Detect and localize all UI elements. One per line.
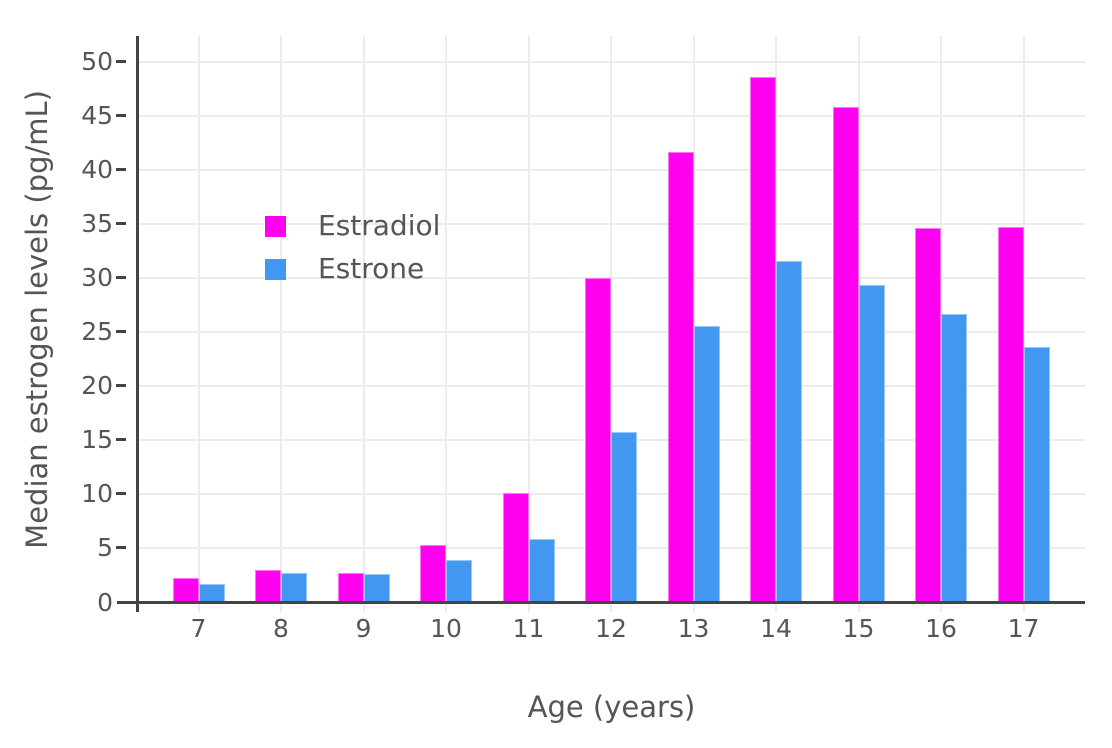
bar-estradiol-age-10[interactable] [420,545,446,602]
legend-label-estradiol: Estradiol [318,209,441,242]
gridline-x-7 [197,36,200,612]
bar-estradiol-age-8[interactable] [255,570,281,602]
x-tick-label-16: 16 [925,614,957,643]
bar-estrone-age-12[interactable] [611,432,637,602]
y-tick-label-40: 40 [81,155,113,185]
y-tick-mark-40 [116,168,126,172]
bar-estradiol-age-9[interactable] [337,573,364,602]
x-tick-label-13: 13 [677,614,710,643]
y-tick-label-5: 5 [97,533,113,563]
y-tick-label-20: 20 [81,371,113,401]
y-tick-label-30: 30 [81,263,113,293]
bar-estrone-age-10[interactable] [446,560,472,602]
y-tick-label-15: 15 [81,425,113,455]
x-tick-label-14: 14 [760,614,792,643]
plot-area [138,36,1085,612]
bar-estradiol-age-12[interactable] [585,278,611,602]
y-tick-label-10: 10 [81,479,113,509]
y-tick-mark-30 [116,276,126,280]
y-axis-title: Median estrogen levels (pg/mL) [20,89,54,549]
gridline-x-10 [445,36,447,612]
y-tick-mark-20 [116,384,126,388]
bar-estradiol-age-15[interactable] [832,107,859,602]
bar-estrone-age-17[interactable] [1023,347,1050,602]
y-tick-label-50: 50 [81,47,113,76]
y-tick-mark-35 [116,222,126,226]
gridline-x-8 [280,36,282,612]
x-tick-label-11: 11 [512,614,545,643]
gridline-x-12 [610,36,612,612]
x-tick-label-10: 10 [430,614,462,643]
gridline-x-13 [692,36,695,612]
bar-estrone-age-7[interactable] [198,584,225,602]
y-tick-label-35: 35 [81,209,113,239]
x-tick-label-15: 15 [842,614,875,643]
legend-label-estrone: Estrone [318,252,425,285]
bar-estrone-age-13[interactable] [693,326,720,602]
legend-item-estrone[interactable]: Estrone [265,255,440,283]
legend-item-estradiol[interactable]: Estradiol [265,212,440,240]
bar-estradiol-age-16[interactable] [915,228,941,602]
y-tick-mark-5 [116,546,126,550]
bar-estradiol-age-7[interactable] [172,578,199,602]
y-tick-label-0: 0 [97,587,113,617]
x-tick-label-7: 7 [190,614,207,643]
bar-estradiol-age-11[interactable] [502,493,529,602]
bar-estrone-age-15[interactable] [858,285,885,602]
bar-estradiol-age-13[interactable] [667,152,694,602]
legend-swatch-estradiol [265,215,286,237]
y-tick-label-25: 25 [81,317,113,347]
y-tick-mark-10 [116,492,126,496]
y-tick-mark-25 [116,330,126,334]
x-tick-label-9: 9 [355,614,372,643]
bar-estrone-age-9[interactable] [363,574,390,602]
gridline-x-17 [1022,36,1025,612]
legend-swatch-estrone [265,258,286,280]
bar-estradiol-age-17[interactable] [997,227,1024,602]
x-tick-label-8: 8 [273,614,289,643]
gridline-x-11 [527,36,530,612]
y-tick-mark-50 [116,60,126,63]
y-tick-mark-15 [116,438,126,442]
bar-estrone-age-16[interactable] [941,314,967,602]
bar-estrone-age-8[interactable] [281,573,307,602]
x-axis-line [117,601,1085,604]
y-axis-line [136,36,139,612]
x-tick-label-12: 12 [595,614,627,643]
x-tick-label-17: 17 [1007,614,1040,643]
bar-estrone-age-14[interactable] [776,261,802,602]
gridline-x-9 [362,36,365,612]
legend: Estradiol Estrone [265,212,440,283]
y-tick-mark-45 [116,114,126,118]
y-tick-label-45: 45 [81,101,113,131]
x-axis-title: Age (years) [527,690,696,724]
bar-estradiol-age-14[interactable] [750,77,776,602]
bar-estrone-age-11[interactable] [528,539,555,602]
